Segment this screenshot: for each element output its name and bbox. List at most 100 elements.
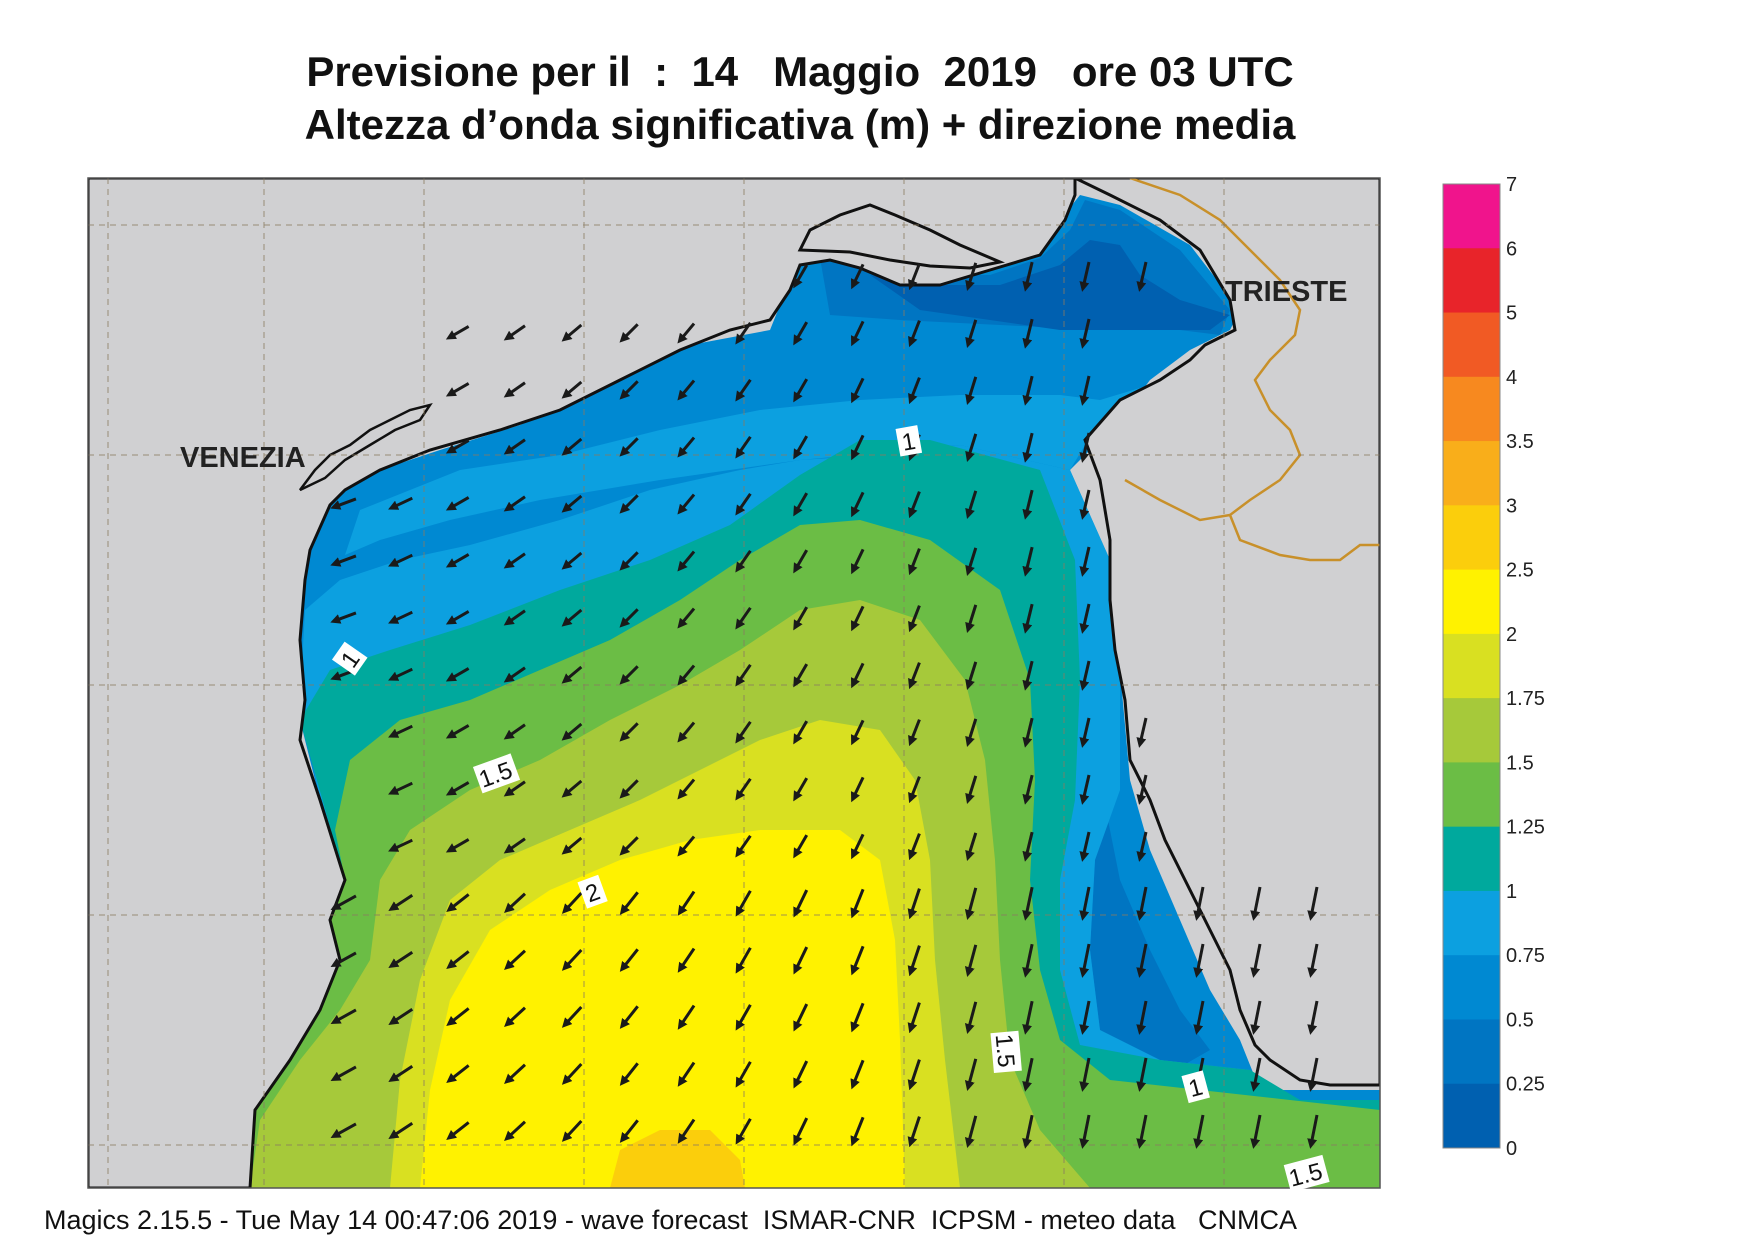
- wave-arrow: [908, 491, 921, 519]
- wave-arrow: [445, 724, 470, 739]
- city-label-venezia: VENEZIA: [180, 442, 306, 474]
- wave-arrow: [503, 666, 526, 683]
- wave-arrow: [561, 948, 583, 971]
- wave-arrow: [445, 496, 470, 511]
- wave-arrow: [908, 377, 921, 405]
- wave-arrow: [388, 950, 414, 969]
- colorbar-label: 2: [1506, 624, 1517, 646]
- wave-arrow: [793, 1003, 809, 1032]
- colorbar-label: 6: [1506, 238, 1517, 260]
- colorbar-swatch: [1443, 376, 1500, 442]
- wave-arrow: [793, 549, 809, 574]
- wave-arrow: [907, 888, 921, 920]
- wave-arrow: [503, 381, 526, 398]
- wave-arrow: [561, 891, 583, 914]
- wave-arrow: [1022, 261, 1034, 292]
- wave-arrow: [1022, 546, 1034, 577]
- wave-arrow: [793, 720, 809, 745]
- wave-arrow: [388, 724, 413, 738]
- wave-arrow: [619, 948, 639, 972]
- wave-arrow: [1079, 603, 1091, 634]
- wave-arrow: [504, 1006, 527, 1027]
- colorbar-label: 1: [1506, 881, 1517, 903]
- wave-arrow: [445, 553, 470, 568]
- wave-arrow: [1079, 660, 1091, 691]
- wave-arrow: [793, 889, 809, 918]
- border-line-2: [1124, 478, 1231, 522]
- colorbar-swatch: [1443, 312, 1500, 378]
- wave-arrow: [504, 1063, 527, 1084]
- lagoon-island: [797, 203, 1006, 270]
- wave-arrow: [330, 1065, 357, 1082]
- wave-arrow: [446, 1064, 470, 1083]
- wave-arrow: [503, 723, 526, 740]
- wave-arrow: [908, 662, 921, 690]
- contour-label: 1.5: [990, 1030, 1022, 1074]
- wave-arrow: [388, 838, 413, 852]
- wave-arrow: [619, 891, 639, 915]
- wave-arrow: [965, 490, 978, 519]
- wave-arrow: [677, 1061, 696, 1087]
- wave-arrow: [503, 438, 526, 455]
- colorbar: 7 6 5 4 3.5 3 2.5 2 1.75 1.5 1.25 1 0.75 0.5 0.25 0: [1442, 174, 1545, 1160]
- wave-arrow: [850, 434, 865, 461]
- wave-arrow: [1250, 1000, 1262, 1035]
- wave-arrow: [850, 776, 865, 803]
- wave-arrow: [561, 380, 583, 399]
- wave-arrow: [504, 949, 527, 970]
- wave-arrow: [850, 662, 865, 689]
- map-area: [88, 178, 1380, 1188]
- wave-arrow: [388, 1121, 414, 1140]
- wave-arrow: [677, 890, 696, 916]
- wave-arrow: [1250, 886, 1262, 921]
- wave-arrow: [561, 551, 583, 570]
- wave-arrow: [1136, 1000, 1148, 1035]
- wave-arrow: [561, 722, 583, 741]
- wave-arrow: [850, 888, 865, 919]
- wave-arrow: [1022, 603, 1034, 634]
- wave-arrow: [619, 323, 639, 343]
- wave-arrow: [908, 833, 921, 861]
- wave-arrow: [1079, 489, 1091, 520]
- wave-arrow: [619, 494, 639, 514]
- colorbar-swatch: [1443, 184, 1500, 249]
- colorbar-frame: [1442, 183, 1501, 1149]
- wave-arrow: [735, 1004, 752, 1031]
- wave-arrow: [330, 1008, 357, 1025]
- venezia-lagoon: [299, 403, 433, 492]
- wave-arrow: [561, 1062, 583, 1085]
- wave-arrow: [619, 665, 639, 685]
- wave-arrow: [850, 263, 865, 290]
- wave-arrow: [1307, 943, 1319, 978]
- wave-arrow: [1079, 432, 1091, 463]
- wave-arrow: [850, 1002, 865, 1033]
- wave-arrow: [1079, 831, 1091, 862]
- wave-arrow: [907, 1059, 921, 1091]
- border-line: [1129, 178, 1380, 562]
- wave-arrow: [1079, 261, 1091, 292]
- wave-arrow: [965, 661, 978, 690]
- wave-arrow: [1193, 1000, 1205, 1035]
- wave-arrow: [677, 835, 696, 857]
- wave-arrow: [388, 667, 413, 681]
- colorbar-swatch: [1443, 248, 1500, 314]
- wave-arrow: [1022, 1114, 1034, 1149]
- wave-arrow: [850, 377, 865, 404]
- wave-arrow: [1307, 1114, 1319, 1149]
- wave-arrow: [1250, 1114, 1262, 1149]
- wave-arrow: [1079, 717, 1091, 748]
- wave-arrow: [388, 610, 413, 624]
- wave-arrow: [735, 378, 752, 402]
- colorbar-swatch: [1443, 698, 1500, 763]
- wave-arrow: [619, 836, 639, 856]
- wave-arrow: [1079, 318, 1091, 349]
- wave-arrow: [445, 382, 470, 397]
- wave-arrow: [850, 1116, 865, 1147]
- wave-direction-arrows: [330, 261, 1319, 1149]
- wave-arrow: [619, 1119, 639, 1143]
- wave-arrow: [908, 776, 921, 804]
- wave-arrow: [735, 606, 752, 630]
- wave-arrow: [677, 721, 696, 743]
- wave-arrow: [850, 605, 865, 632]
